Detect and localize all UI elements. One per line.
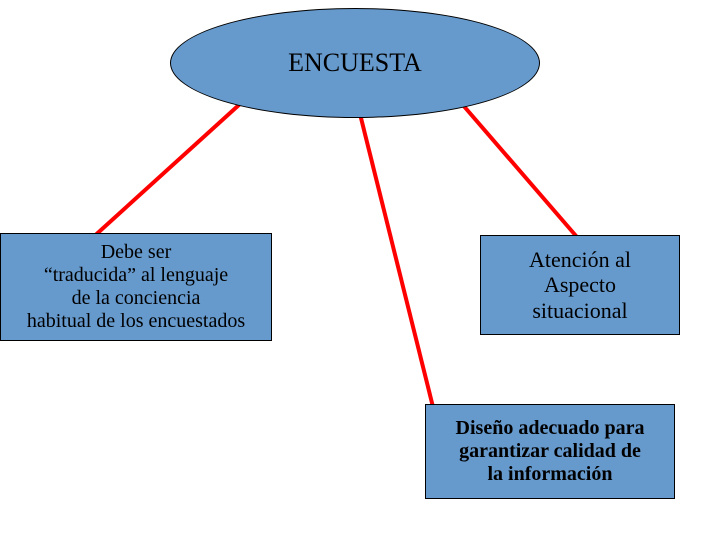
node-diseno: Diseño adecuado paragarantizar calidad d… bbox=[425, 404, 675, 499]
node-atencion: Atención alAspectosituacional bbox=[480, 235, 680, 335]
node-traducida-label: Debe ser“traducida” al lenguajede la con… bbox=[27, 241, 245, 333]
root-node: ENCUESTA bbox=[170, 8, 540, 118]
edge-root-n3 bbox=[360, 114, 435, 415]
node-diseno-label: Diseño adecuado paragarantizar calidad d… bbox=[456, 417, 645, 486]
edge-root-n2 bbox=[462, 104, 583, 244]
node-traducida: Debe ser“traducida” al lenguajede la con… bbox=[0, 233, 272, 341]
root-node-label: ENCUESTA bbox=[288, 48, 422, 78]
edge-root-n1 bbox=[90, 104, 240, 240]
node-atencion-label: Atención alAspectosituacional bbox=[529, 247, 631, 323]
diagram-canvas: ENCUESTA Debe ser“traducida” al lenguaje… bbox=[0, 0, 720, 540]
